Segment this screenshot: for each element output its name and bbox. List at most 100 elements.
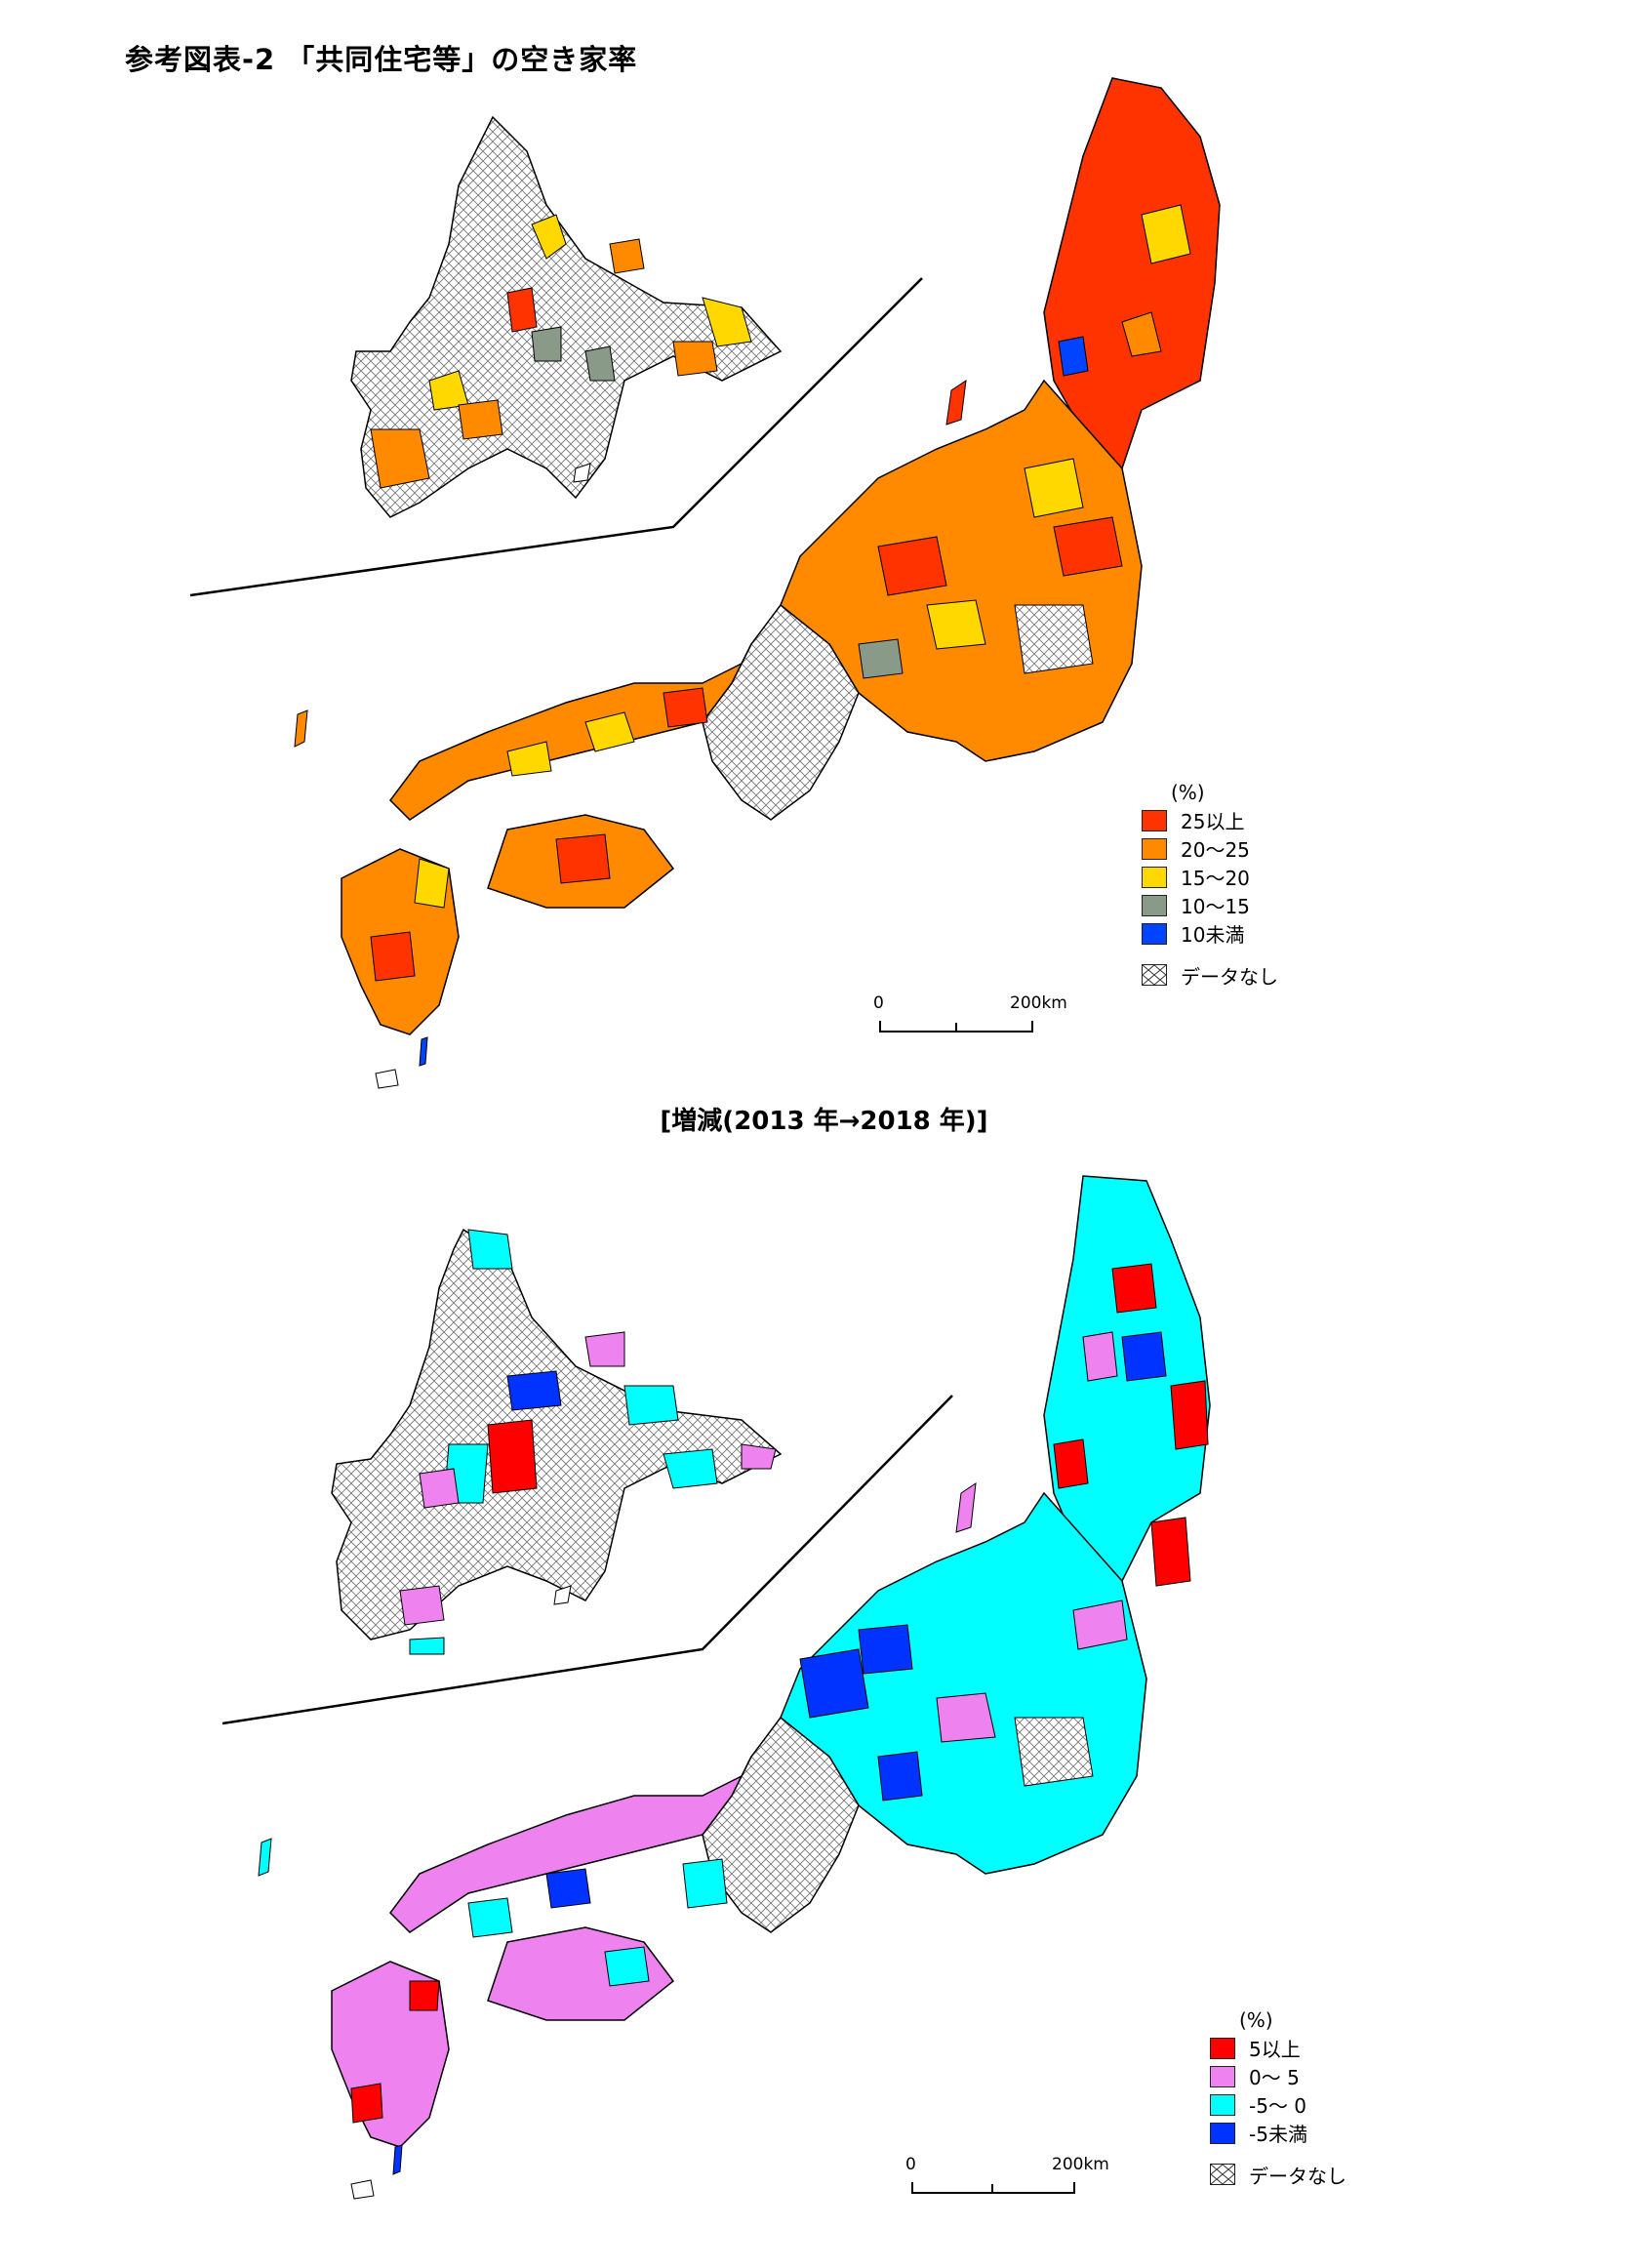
- patch-15: [604, 1946, 650, 1987]
- legend-item: -5未満: [1210, 2119, 1347, 2147]
- region-hokkaido-color-3: [702, 297, 752, 347]
- patch-18: [682, 1858, 728, 1909]
- region-hokkaido-color-4: [487, 1419, 538, 1494]
- legend-label: -5〜 0: [1249, 2094, 1307, 2118]
- legend-label: 0〜 5: [1249, 2066, 1300, 2089]
- island-yakushima: [350, 2179, 375, 2200]
- region-hokkaido-color-6: [584, 345, 616, 382]
- hatch-icon: [1210, 2164, 1235, 2185]
- legend-swatch: [1142, 922, 1167, 945]
- legend-item: 15〜20: [1142, 863, 1278, 891]
- map-subtitle: [増減(2013 年→2018 年)]: [660, 1107, 988, 1136]
- legend-item: 25以上: [1142, 806, 1278, 834]
- inset-divider-line: [221, 1395, 953, 1725]
- legend-item: 20〜25: [1142, 834, 1278, 863]
- patch-3: [1170, 1380, 1209, 1450]
- patch-2: [1121, 1331, 1167, 1382]
- patch-5: [1150, 1517, 1191, 1587]
- patch-14: [370, 931, 416, 982]
- region-hokkaido-color-4: [506, 287, 538, 333]
- patch-2: [1121, 311, 1162, 357]
- map-change-rate: [0, 1152, 1648, 2245]
- region-hokkaido-color-3: [506, 1370, 562, 1411]
- legend-label: 20〜25: [1181, 838, 1250, 862]
- legend-item: -5〜 0: [1210, 2090, 1347, 2119]
- region-hokkaido-color-10: [399, 1585, 445, 1626]
- patch-4: [1024, 458, 1084, 518]
- legend-nodata-label: データなし: [1181, 964, 1278, 989]
- patch-3: [1058, 336, 1089, 377]
- region-hokkaido-color-8: [370, 428, 430, 489]
- patch-7: [877, 536, 947, 596]
- scale-max: 200km: [1010, 993, 1067, 1013]
- patch-13: [545, 1868, 591, 1909]
- legend-swatch: [1142, 809, 1167, 831]
- legend-vacancy-rate: (%) 25以上 20〜25 15〜20 10〜15 10未満 データなし: [1142, 781, 1278, 991]
- legend-change-rate: (%) 5以上 0〜 5 -5〜 0 -5未満 データなし: [1210, 2008, 1347, 2190]
- legend-label: 25以上: [1181, 810, 1245, 833]
- scale-bar-tick: [991, 2184, 993, 2194]
- patch-8: [926, 599, 986, 650]
- scale-bar-bottom: 0 200km: [905, 2155, 1109, 2204]
- page-title: 参考図表-2 「共同住宅等」の空き家率: [125, 43, 638, 76]
- island-tanegashima: [392, 2144, 403, 2175]
- scale-zero: 0: [905, 2155, 916, 2174]
- patch-6: [1014, 604, 1094, 674]
- patch-8: [858, 1624, 913, 1675]
- hatch-icon: [1142, 964, 1167, 986]
- patch-13: [414, 858, 450, 909]
- legend-swatch: [1142, 866, 1167, 888]
- map-vacancy-rate: [0, 59, 1648, 1093]
- patch-4: [1053, 1438, 1089, 1489]
- patch-14: [467, 1897, 513, 1938]
- island-yakushima: [375, 1069, 399, 1089]
- patch-5: [1053, 516, 1123, 577]
- legend-nodata-label: データなし: [1249, 2164, 1347, 2188]
- patch-10: [584, 711, 635, 752]
- map-vacancy-rate-svg: [189, 77, 1221, 1089]
- legend-swatch: [1142, 837, 1167, 860]
- legend-nodata: データなし: [1210, 2159, 1347, 2190]
- island-tsushima: [294, 709, 308, 748]
- legend-label: 15〜20: [1181, 867, 1250, 890]
- patch-11: [506, 741, 552, 777]
- legend-unit: (%): [1171, 781, 1205, 804]
- patch-12: [663, 687, 708, 728]
- island-oki: [573, 463, 591, 483]
- island-tanegashima: [419, 1036, 428, 1067]
- region-hokkaido-color-7: [672, 341, 718, 377]
- region-hokkaido-color-8: [663, 1448, 718, 1489]
- region-chugoku: [389, 1756, 752, 1933]
- region-chugoku: [389, 643, 752, 821]
- region-hokkaido-color-2: [609, 238, 645, 274]
- inset-divider-line: [189, 277, 923, 597]
- legend-swatch: [1210, 2122, 1235, 2144]
- legend-swatch: [1210, 2093, 1235, 2116]
- island-sado: [955, 1481, 977, 1533]
- island-oki: [553, 1585, 572, 1605]
- patch-12: [1072, 1600, 1128, 1650]
- legend-label: 10未満: [1181, 923, 1245, 947]
- region-hokkaido-color-5: [531, 326, 562, 362]
- legend-item: 5以上: [1210, 2034, 1347, 2062]
- scale-bar-tick: [955, 1023, 957, 1033]
- legend-swatch: [1210, 2065, 1235, 2087]
- legend-swatch: [1210, 2037, 1235, 2059]
- legend-unit: (%): [1239, 2008, 1273, 2032]
- region-hokkaido-color-1: [531, 214, 567, 260]
- patch-1: [1111, 1263, 1157, 1314]
- patch-11: [877, 1751, 923, 1802]
- patch-6: [1082, 1331, 1118, 1382]
- scale-zero: 0: [873, 993, 884, 1013]
- region-hokkaido-color-6: [623, 1385, 679, 1426]
- region-hokkaido: [331, 1228, 783, 1640]
- patch-17: [350, 2083, 383, 2124]
- patch-7: [799, 1648, 869, 1719]
- patch-1: [1141, 204, 1191, 264]
- patch-9: [858, 638, 904, 679]
- legend-label: 5以上: [1249, 2038, 1301, 2061]
- legend-item: 10〜15: [1142, 891, 1278, 919]
- legend-item: 10未満: [1142, 919, 1278, 948]
- scale-bar-top: 0 200km: [873, 993, 1067, 1042]
- legend-label: 10〜15: [1181, 895, 1250, 918]
